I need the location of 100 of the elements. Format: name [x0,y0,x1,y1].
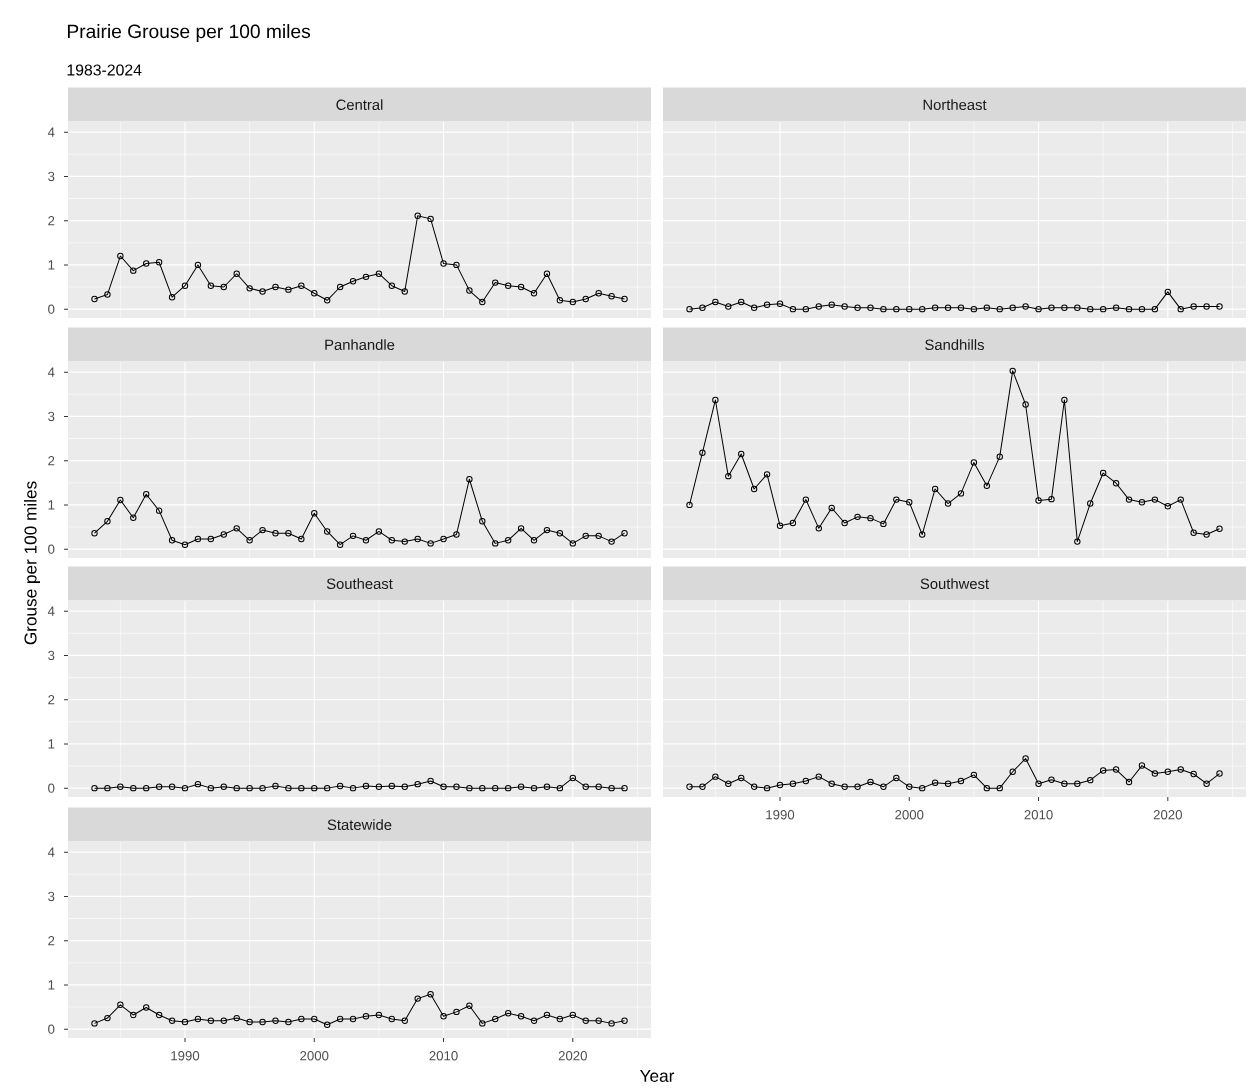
point [104,291,111,298]
point [349,784,357,792]
point [595,1017,602,1024]
point [311,1015,318,1023]
point [944,500,952,507]
point [414,535,421,543]
point [1099,767,1107,774]
point [479,518,486,525]
point [918,784,926,792]
x-tick-label: 2010 [429,1051,458,1061]
point [504,282,512,289]
point [699,304,706,312]
y-tick-label: 4 [47,606,55,616]
point [569,540,577,547]
point [517,283,525,291]
y-tick-label: 3 [48,891,55,902]
point [453,1008,460,1016]
point [220,531,227,538]
point [1112,480,1120,487]
point [1138,499,1146,506]
point [1138,762,1146,769]
point [530,784,538,792]
point [931,779,939,787]
point [543,270,551,277]
point [815,303,822,310]
point [530,1017,538,1024]
point [259,784,266,792]
x-axis-title: Year [640,1069,675,1082]
point [466,1002,473,1009]
point [1009,367,1016,375]
point [841,303,848,310]
point [401,783,408,790]
point [608,784,615,792]
y-tick-label: 0 [48,304,55,314]
point [285,1018,292,1026]
point [220,283,227,291]
point [517,1013,525,1020]
point [194,261,202,269]
point [699,449,706,456]
point [957,304,965,312]
x-tick-label: 1990 [171,1051,200,1061]
point [595,532,602,540]
point [155,259,163,266]
point [414,995,421,1002]
point [996,453,1003,460]
point [233,270,240,277]
point [712,396,719,404]
point [285,784,292,792]
point [608,1020,615,1027]
y-tick-label: 2 [48,695,55,705]
point [556,530,564,537]
point [569,1011,577,1019]
x-tick-label: 2000 [300,1051,329,1061]
point [440,535,447,543]
y-axis-title: Grouse per 100 miles [24,481,41,645]
point [543,783,551,790]
point [298,282,305,289]
y-tick-label: 2 [48,216,55,226]
point [763,301,771,308]
point [983,784,991,792]
point [143,784,150,792]
point [168,537,176,544]
point [143,1004,150,1011]
point [1022,755,1029,762]
point [1048,776,1055,783]
point [1087,305,1094,313]
point [414,212,421,219]
point [311,290,318,297]
point [893,305,900,313]
point [582,295,589,303]
point [401,1017,408,1024]
point [323,1021,331,1028]
point [1022,401,1029,408]
point [336,283,344,291]
point [944,304,952,312]
point [931,485,939,493]
point [944,780,952,787]
point [725,780,732,787]
point [1035,305,1042,313]
point [763,784,771,792]
point [802,305,810,313]
point [1190,770,1197,778]
point [543,526,551,534]
point [1061,304,1068,312]
point [401,538,408,545]
point [569,298,577,306]
x-tick-label: 1990 [766,810,795,820]
point [556,784,564,792]
chart-title: Sandhills [925,339,984,351]
point [375,1011,383,1019]
point [880,520,887,528]
point [789,780,797,787]
point [712,773,719,780]
point [181,784,189,792]
point [1125,305,1133,313]
point [1099,305,1107,313]
point [375,270,383,277]
point [181,1018,189,1026]
point [595,783,602,790]
point [168,1017,176,1024]
